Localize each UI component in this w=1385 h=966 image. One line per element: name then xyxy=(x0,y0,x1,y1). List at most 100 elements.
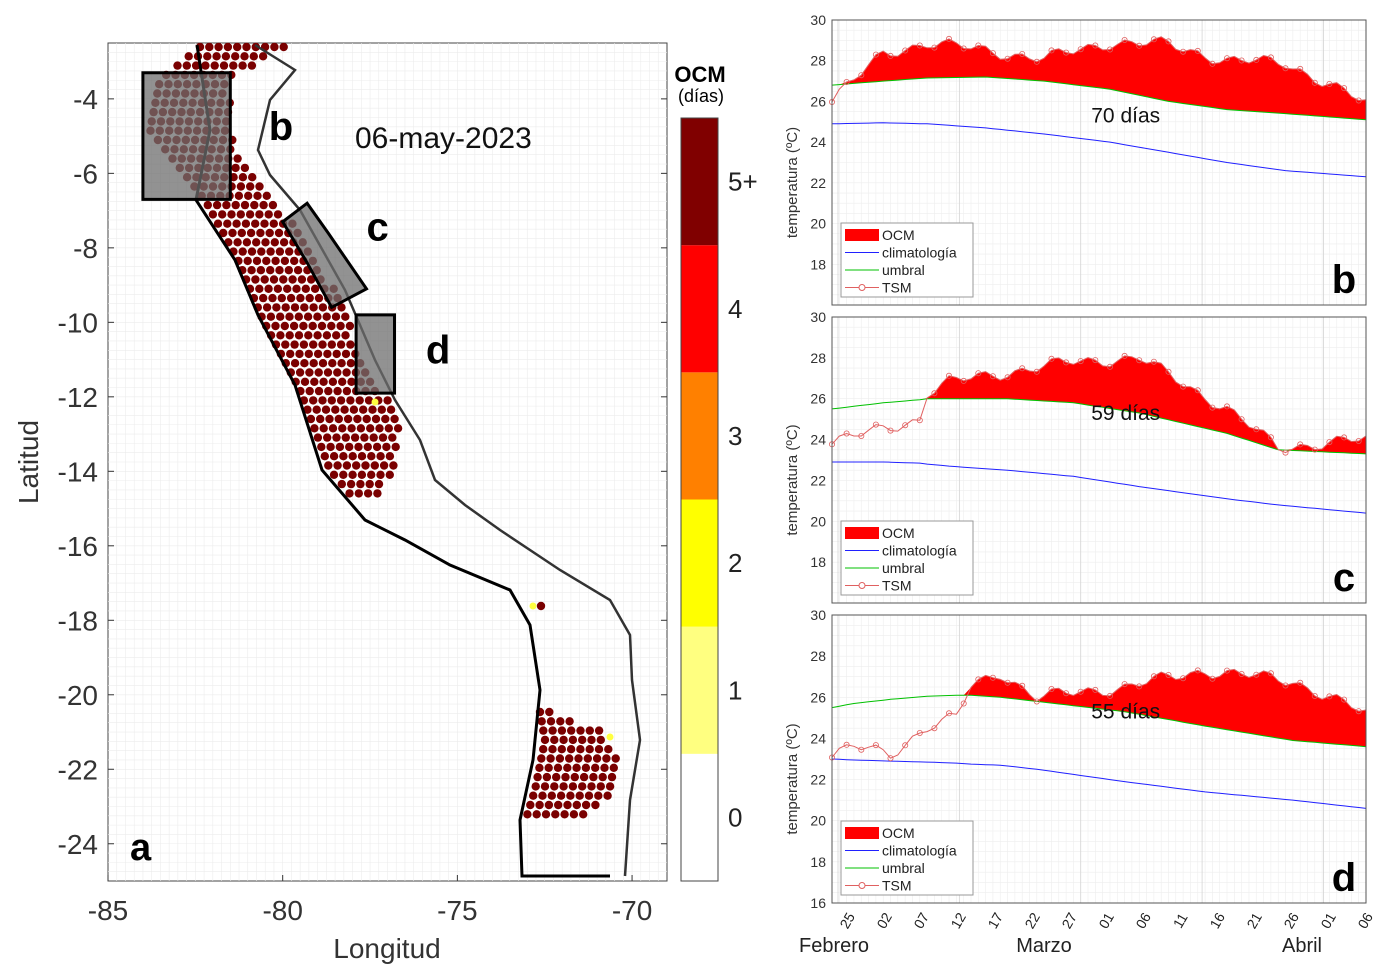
tsm-point xyxy=(843,430,850,437)
map-y-tick-label: -22 xyxy=(58,754,98,785)
ocm-cell xyxy=(393,424,403,433)
ocm-cell xyxy=(338,377,347,386)
ocm-cell xyxy=(318,340,327,349)
tsm-point xyxy=(1121,37,1128,44)
ocm-cell xyxy=(173,61,182,70)
tsm-line xyxy=(831,355,1367,454)
ocm-cell xyxy=(279,275,288,284)
legend-entry: OCM xyxy=(882,825,915,841)
colorbar-subtitle: (días) xyxy=(678,86,724,106)
tsm-point xyxy=(946,35,953,42)
ocm-cell xyxy=(274,228,284,238)
tsm-point xyxy=(1180,675,1187,682)
ocm-cell xyxy=(388,433,397,442)
tsm-point xyxy=(843,79,850,86)
legend-entry: OCM xyxy=(882,525,915,541)
ocm-cell xyxy=(294,331,304,340)
tsm-point xyxy=(872,742,879,749)
ocm-cell xyxy=(318,359,328,368)
panel-letter: d xyxy=(1332,856,1356,900)
map-y-tick-label: -10 xyxy=(58,307,98,338)
ocm-cell xyxy=(277,293,286,303)
map-y-tick-label: -18 xyxy=(58,605,98,636)
ocm-cell xyxy=(266,247,275,256)
ocm-cell xyxy=(331,405,340,414)
ocm-cell xyxy=(257,247,266,256)
y-tick-label: 28 xyxy=(810,350,826,366)
ocm-cell xyxy=(270,42,279,52)
tsm-point xyxy=(1297,441,1304,448)
ocm-cell xyxy=(247,266,256,275)
ocm-cell xyxy=(346,340,355,349)
ocm-cell xyxy=(336,396,346,405)
tsm-point xyxy=(1033,698,1040,705)
ocm-cell xyxy=(280,256,290,266)
ocm-cell xyxy=(297,275,307,284)
ocm-cell xyxy=(609,763,618,772)
ocm-cell xyxy=(259,293,268,303)
ocm-cell xyxy=(539,745,548,754)
ocm-cell xyxy=(325,414,334,424)
ocm-cell xyxy=(252,238,261,247)
y-tick-label: 18 xyxy=(810,854,826,870)
tsm-point xyxy=(1341,696,1348,703)
ocm-cell xyxy=(276,312,285,321)
ocm-cell xyxy=(379,461,389,470)
tsm-point xyxy=(1019,682,1026,689)
tsm-point xyxy=(1282,449,1289,456)
tsm-point xyxy=(1033,368,1040,375)
box-label-c: c xyxy=(367,205,389,249)
x-tick-label: 11 xyxy=(1170,910,1191,931)
y-tick-label: 22 xyxy=(810,472,826,488)
ocm-cell xyxy=(568,735,578,745)
ocm-cell xyxy=(336,340,346,349)
colorbar-frame xyxy=(680,117,719,882)
ocm-cell xyxy=(389,461,398,470)
ocm-cell xyxy=(262,256,271,266)
ocm-cell xyxy=(313,331,322,340)
ocm-cell xyxy=(363,489,373,498)
ocm-cell xyxy=(594,726,604,735)
tsm-point xyxy=(1355,97,1362,104)
ocm-cell xyxy=(223,42,233,52)
colorbar-cell xyxy=(681,499,718,627)
ocm-cell xyxy=(322,331,332,340)
tsm-point xyxy=(1048,355,1055,362)
ocm-cell xyxy=(566,745,576,754)
ocm-cell xyxy=(579,772,589,782)
ocm-cell xyxy=(273,284,283,293)
ocm-cell xyxy=(300,303,309,312)
ocm-cell xyxy=(283,284,292,293)
tsm-point xyxy=(931,390,938,397)
ocm-cell xyxy=(253,191,262,200)
ocm-cell xyxy=(228,228,237,238)
month-label: Marzo xyxy=(1016,935,1072,957)
ocm-cell xyxy=(556,791,566,800)
ocm-cell xyxy=(276,331,285,340)
ocm-cell xyxy=(370,461,379,470)
x-tick-label: 17 xyxy=(984,910,1006,932)
month-label: Febrero xyxy=(799,935,869,957)
tsm-point xyxy=(1136,683,1143,690)
ocm-cell xyxy=(319,424,328,433)
ocm-cell xyxy=(377,405,386,414)
map-x-tick-label: -80 xyxy=(262,895,302,926)
tsm-point xyxy=(989,50,996,57)
tsm-point xyxy=(1282,65,1289,72)
panel-letter: b xyxy=(1332,258,1356,302)
map-y-tick-labels: -4 -6 -8 -10 -12 -14 -16 -18 -20 -22 -24 xyxy=(58,84,667,860)
y-tick-label: 26 xyxy=(810,391,826,407)
ocm-cell xyxy=(559,735,568,745)
tsm-point xyxy=(1209,675,1216,682)
ocm-cell xyxy=(319,377,328,386)
ocm-cell xyxy=(585,745,594,754)
x-tick-label: 06 xyxy=(1132,910,1154,932)
ocm-cell xyxy=(355,396,364,405)
ocm-cell xyxy=(233,42,242,52)
ocm-cell xyxy=(332,349,341,359)
map-xlabel: Longitud xyxy=(333,933,440,964)
ocm-cell xyxy=(309,303,318,312)
ocm-cell xyxy=(327,321,336,331)
tsm-point xyxy=(1121,681,1128,688)
ocm-cell xyxy=(314,368,323,377)
